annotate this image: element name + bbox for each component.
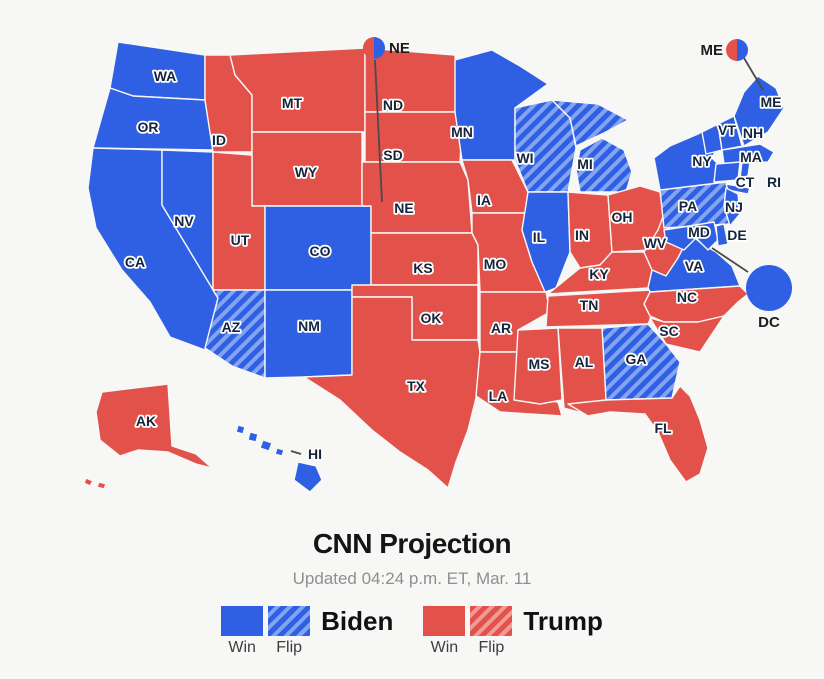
state-MD[interactable] <box>663 221 719 251</box>
ne-split-marker-right[interactable] <box>374 37 385 59</box>
trump-flip-label: Flip <box>478 639 505 656</box>
me-split-marker-right[interactable] <box>737 39 748 61</box>
state-label-OK: OK <box>421 310 442 326</box>
state-label-WI: WI <box>516 150 533 166</box>
state-label-RI: RI <box>767 174 781 190</box>
state-label-OR: OR <box>138 119 159 135</box>
update-timestamp: Updated 04:24 p.m. ET, Mar. 11 <box>292 569 532 588</box>
state-label-MN: MN <box>451 124 473 140</box>
state-label-KS: KS <box>413 260 432 276</box>
state-CT[interactable] <box>713 161 741 183</box>
me-connector-line <box>743 57 764 91</box>
ne-marker-label: NE <box>389 40 410 57</box>
state-label-ND: ND <box>383 97 403 113</box>
state-label-NH: NH <box>743 125 763 141</box>
state-label-TX: TX <box>407 378 426 394</box>
state-label-CA: CA <box>125 254 145 270</box>
me-marker-label: ME <box>701 42 724 59</box>
state-label-GA: GA <box>626 351 647 367</box>
state-NJ[interactable] <box>723 187 741 227</box>
state-label-ME: ME <box>761 94 782 110</box>
state-label-WA: WA <box>154 68 177 84</box>
state-label-AL: AL <box>575 354 594 370</box>
state-TX[interactable] <box>303 296 481 489</box>
state-label-OH: OH <box>612 209 633 225</box>
state-label-HI: HI <box>308 446 322 462</box>
state-label-IA: IA <box>477 192 491 208</box>
trump-win-swatch <box>423 606 466 636</box>
state-label-TN: TN <box>580 297 599 313</box>
state-label-MT: MT <box>282 95 303 111</box>
state-RI[interactable] <box>739 161 751 179</box>
state-MA[interactable] <box>721 143 775 165</box>
state-label-SD: SD <box>383 147 402 163</box>
dc-connector-line <box>711 247 749 273</box>
state-label-LA: LA <box>489 388 508 404</box>
state-label-ID: ID <box>212 132 226 148</box>
state-label-DE: DE <box>727 227 746 243</box>
state-label-VA: VA <box>685 258 703 274</box>
state-label-WY: WY <box>295 164 318 180</box>
biden-win-label: Win <box>228 639 256 656</box>
state-label-SC: SC <box>659 323 678 339</box>
state-label-AZ: AZ <box>222 319 241 335</box>
legend-trump: Win Flip Trump <box>423 606 603 657</box>
state-label-WV: WV <box>644 235 667 251</box>
state-AK[interactable] <box>83 383 213 490</box>
me-split-marker-left[interactable] <box>726 39 737 61</box>
biden-flip-swatch <box>268 606 311 636</box>
title-block: CNN Projection Updated 04:24 p.m. ET, Ma… <box>0 528 824 589</box>
state-label-IL: IL <box>533 229 546 245</box>
dc-circle[interactable] <box>746 265 792 311</box>
state-DE[interactable] <box>715 223 729 247</box>
state-label-MS: MS <box>529 356 550 372</box>
state-label-AR: AR <box>491 320 511 336</box>
state-NM[interactable] <box>264 289 353 379</box>
state-label-NE: NE <box>394 200 413 216</box>
state-label-NM: NM <box>298 318 320 334</box>
state-label-NV: NV <box>174 213 194 229</box>
ne-split-marker-left[interactable] <box>363 37 374 59</box>
state-NH[interactable] <box>717 115 743 151</box>
state-label-FL: FL <box>654 420 672 436</box>
state-NE[interactable] <box>361 161 473 234</box>
state-label-IN: IN <box>575 227 589 243</box>
state-label-NC: NC <box>677 289 697 305</box>
state-MI[interactable] <box>551 99 633 193</box>
biden-name: Biden <box>321 606 394 636</box>
biden-win-swatch <box>221 606 264 636</box>
state-label-AK: AK <box>136 413 156 429</box>
state-label-MO: MO <box>484 256 507 272</box>
state-label-NY: NY <box>692 153 712 169</box>
state-label-CO: CO <box>310 243 331 259</box>
state-KS[interactable] <box>370 232 479 286</box>
state-label-MA: MA <box>740 149 762 165</box>
trump-flip-swatch <box>470 606 513 636</box>
state-label-KY: KY <box>589 266 609 282</box>
projection-title: CNN Projection <box>312 528 512 559</box>
state-label-NJ: NJ <box>725 199 743 215</box>
state-label-PA: PA <box>679 198 697 214</box>
hi-tick-line <box>290 450 302 455</box>
ne-connector-line <box>374 59 383 203</box>
state-label-VT: VT <box>718 122 736 138</box>
trump-win-label: Win <box>430 639 459 656</box>
legend: Win Flip Biden Win Flip Trump <box>0 606 824 657</box>
state-label-CT: CT <box>736 174 755 190</box>
biden-flip-label: Flip <box>276 639 303 656</box>
state-label-MD: MD <box>688 224 710 240</box>
trump-name: Trump <box>523 606 603 636</box>
state-ME[interactable] <box>733 75 785 147</box>
state-MS[interactable] <box>513 327 563 405</box>
us-electoral-map: NE ME DC WA OR CA NV ID MT WY UT CO AZ NM ND SD NE KS O… <box>83 37 792 493</box>
state-label-MI: MI <box>577 156 593 172</box>
state-label-UT: UT <box>231 232 250 248</box>
dc-label: DC <box>758 314 780 331</box>
legend-biden: Win Flip Biden <box>221 606 393 657</box>
state-HI[interactable] <box>235 424 323 493</box>
state-TN[interactable] <box>545 289 663 328</box>
state-FL[interactable] <box>567 385 709 483</box>
